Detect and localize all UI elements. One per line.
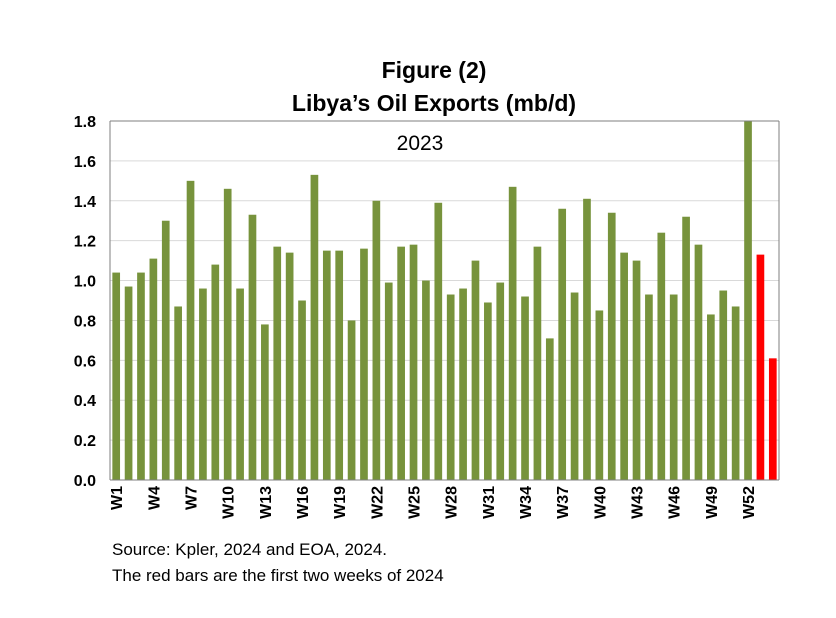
y-tick-label: 1.6 — [74, 154, 96, 171]
bar-W1 — [112, 272, 121, 480]
bar-W13 — [261, 324, 269, 480]
x-tick-label: W34 — [518, 486, 535, 519]
x-tick-label: W22 — [369, 486, 386, 519]
bar-W32 — [496, 282, 505, 480]
bar-W6 — [174, 306, 182, 480]
x-tick-label: W49 — [704, 486, 721, 519]
bar-W24 — [397, 246, 405, 480]
bar-W33 — [508, 186, 517, 481]
bar-W20 — [347, 320, 356, 480]
bar-W17 — [310, 174, 319, 480]
x-tick-label: W19 — [332, 486, 349, 519]
bar-W52 — [744, 121, 752, 480]
bar-W28 — [446, 294, 455, 480]
bar-W38 — [570, 292, 579, 480]
bar-W21 — [360, 248, 368, 480]
red-bars-note: The red bars are the first two weeks of … — [112, 566, 444, 585]
x-tick-label: W52 — [741, 486, 758, 519]
bar-W15 — [285, 252, 294, 480]
bar-W23 — [384, 282, 393, 480]
x-tick-label: W25 — [407, 486, 424, 519]
bar-W22 — [372, 200, 381, 480]
bar-W51 — [731, 306, 740, 480]
bar-W43 — [632, 260, 641, 480]
bar-W47 — [682, 216, 690, 480]
x-tick-label: W13 — [258, 486, 275, 519]
x-tick-label: W28 — [444, 486, 461, 519]
bars — [112, 121, 777, 481]
y-tick-label: 1.8 — [74, 114, 96, 131]
x-tick-label: W43 — [630, 486, 647, 519]
x-tick-label: W4 — [146, 486, 163, 510]
bar-W7 — [186, 180, 195, 481]
y-tick-labels: 0.0 0.2 0.4 0.6 0.8 1.0 1.2 1.4 1.6 1.8 — [74, 114, 96, 490]
bar-W36 — [545, 338, 554, 480]
x-tick-label: W37 — [555, 486, 572, 519]
bar-W37 — [558, 208, 567, 480]
bar-W34 — [521, 296, 529, 480]
bar-W3 — [137, 272, 145, 480]
y-tick-label: 1.2 — [74, 234, 96, 251]
bar-W35 — [533, 246, 542, 480]
x-tick-label: W40 — [592, 486, 609, 519]
x-tick-label: W1 — [109, 486, 126, 510]
bar-W54 — [768, 358, 777, 480]
y-tick-label: 0.2 — [74, 433, 96, 450]
bar-W40 — [595, 310, 604, 480]
bar-W11 — [236, 288, 244, 480]
bar-W26 — [422, 280, 430, 480]
x-tick-label: W16 — [295, 486, 312, 519]
x-tick-label: W7 — [184, 486, 201, 510]
y-tick-label: 1.4 — [74, 194, 96, 211]
bar-W49 — [707, 314, 715, 480]
source-note: Source: Kpler, 2024 and EOA, 2024. — [112, 540, 388, 559]
bar-W53 — [756, 254, 765, 480]
bar-W39 — [583, 198, 591, 481]
bar-W9 — [211, 264, 220, 480]
bar-W16 — [298, 300, 306, 480]
bar-W30 — [471, 260, 480, 480]
y-tick-label: 1.0 — [74, 274, 96, 291]
bar-W25 — [409, 244, 418, 480]
x-tick-label: W31 — [481, 486, 498, 519]
bar-W45 — [657, 232, 666, 480]
bar-W41 — [607, 212, 616, 480]
axes — [109, 120, 780, 481]
year-annotation: 2023 — [397, 132, 444, 155]
y-tick-label: 0.6 — [74, 353, 96, 370]
bar-W29 — [459, 288, 467, 480]
bar-W14 — [273, 246, 282, 480]
chart-subtitle: Libya’s Oil Exports (mb/d) — [292, 90, 576, 116]
x-tick-label: W10 — [221, 486, 238, 519]
bar-W50 — [719, 290, 728, 480]
x-tick-labels: W1 W4 W7 W10 W13 W16 W19 W22 W25 W28 W31 W34 W37 W40 W… — [109, 486, 758, 519]
bar-W18 — [322, 250, 331, 480]
bar-W44 — [645, 294, 653, 480]
bar-W31 — [484, 302, 492, 480]
bar-W27 — [434, 202, 443, 480]
y-tick-label: 0.0 — [74, 473, 96, 490]
chart-title: Figure (2) — [382, 57, 487, 83]
bar-W19 — [335, 250, 344, 480]
bar-W8 — [199, 288, 207, 480]
bar-W2 — [124, 286, 133, 480]
bar-W4 — [149, 258, 158, 480]
bar-W42 — [620, 252, 628, 480]
bar-W48 — [694, 244, 703, 480]
y-tick-label: 0.8 — [74, 313, 96, 330]
y-tick-label: 0.4 — [74, 393, 96, 410]
bar-W12 — [248, 214, 257, 480]
gridlines — [110, 120, 779, 441]
bar-W10 — [223, 188, 232, 481]
x-tick-label: W46 — [667, 486, 684, 519]
bar-W46 — [669, 294, 678, 480]
bar-W5 — [161, 220, 170, 480]
